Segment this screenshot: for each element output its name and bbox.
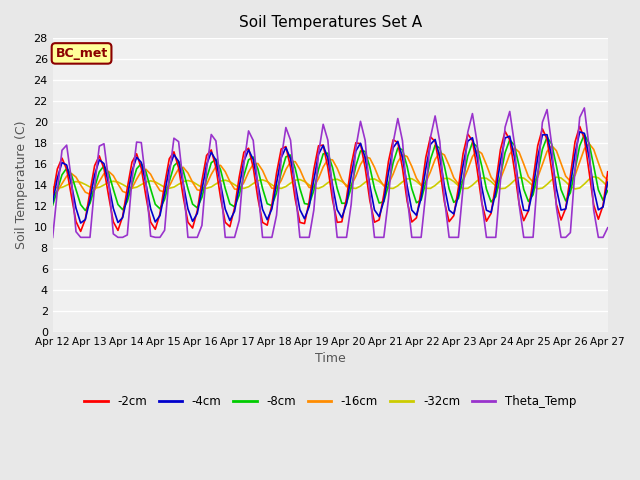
Line: -16cm: -16cm <box>52 144 608 195</box>
-8cm <box>203 176 211 181</box>
-4cm <box>576 129 584 135</box>
-16cm <box>604 177 612 183</box>
-4cm <box>362 155 369 160</box>
-8cm <box>436 145 444 151</box>
-4cm <box>203 162 211 168</box>
Theta_Temp <box>604 225 612 230</box>
-32cm <box>431 182 439 188</box>
-2cm <box>362 165 369 171</box>
-2cm <box>170 149 178 155</box>
-8cm <box>49 203 56 208</box>
-16cm <box>585 141 593 146</box>
Line: -32cm: -32cm <box>52 177 608 189</box>
-4cm <box>49 200 56 205</box>
Theta_Temp <box>49 234 56 240</box>
-8cm <box>595 187 602 193</box>
Y-axis label: Soil Temperature (C): Soil Temperature (C) <box>15 120 28 249</box>
-16cm <box>356 162 364 168</box>
Title: Soil Temperatures Set A: Soil Temperatures Set A <box>239 15 422 30</box>
-32cm <box>595 175 602 180</box>
-32cm <box>198 184 205 190</box>
-16cm <box>49 192 56 198</box>
Theta_Temp <box>165 172 173 178</box>
-2cm <box>203 153 211 158</box>
-4cm <box>170 152 178 157</box>
-16cm <box>431 156 439 162</box>
-2cm <box>49 192 56 198</box>
-16cm <box>198 188 205 194</box>
X-axis label: Time: Time <box>315 352 346 365</box>
Theta_Temp <box>590 207 598 213</box>
-16cm <box>487 174 495 180</box>
Theta_Temp <box>580 105 588 111</box>
-8cm <box>81 207 89 213</box>
-8cm <box>170 163 178 168</box>
-2cm <box>595 216 602 222</box>
-16cm <box>590 146 598 152</box>
-8cm <box>580 132 588 137</box>
Line: -4cm: -4cm <box>52 132 608 223</box>
-2cm <box>436 166 444 171</box>
Line: -8cm: -8cm <box>52 134 608 210</box>
Text: BC_met: BC_met <box>56 47 108 60</box>
Theta_Temp <box>431 113 439 119</box>
-32cm <box>356 183 364 189</box>
-4cm <box>77 220 84 226</box>
-32cm <box>571 186 579 192</box>
-4cm <box>595 207 602 213</box>
-32cm <box>49 184 56 190</box>
-4cm <box>492 189 500 195</box>
Theta_Temp <box>198 223 205 228</box>
Line: -2cm: -2cm <box>52 126 608 231</box>
-8cm <box>362 148 369 154</box>
-2cm <box>492 181 500 187</box>
-8cm <box>604 188 612 193</box>
-2cm <box>77 228 84 234</box>
Legend: -2cm, -4cm, -8cm, -16cm, -32cm, Theta_Temp: -2cm, -4cm, -8cm, -16cm, -32cm, Theta_Te… <box>79 390 581 413</box>
-2cm <box>576 123 584 129</box>
-32cm <box>165 185 173 191</box>
Line: Theta_Temp: Theta_Temp <box>52 108 608 237</box>
-8cm <box>492 194 500 200</box>
-2cm <box>604 169 612 175</box>
Theta_Temp <box>487 234 495 240</box>
-32cm <box>604 184 612 190</box>
-4cm <box>436 154 444 160</box>
-4cm <box>604 179 612 185</box>
Theta_Temp <box>356 119 364 124</box>
-32cm <box>590 174 598 180</box>
-16cm <box>165 183 173 189</box>
-32cm <box>487 179 495 184</box>
